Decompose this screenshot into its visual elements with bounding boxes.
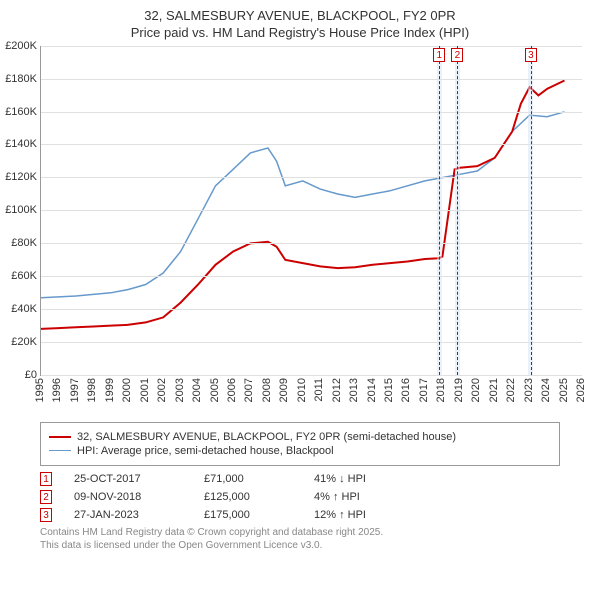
transaction-row: 2 09-NOV-2018£125,0004% ↑ HPI	[40, 490, 560, 504]
gridline-h	[41, 79, 582, 80]
tx-date: 09-NOV-2018	[74, 491, 204, 503]
gridline-h	[41, 46, 582, 47]
marker-line	[439, 46, 440, 375]
tx-delta: 41% ↓ HPI	[314, 473, 424, 485]
x-tick-label: 2020	[470, 378, 482, 402]
y-tick-label: £120K	[5, 171, 41, 183]
legend-swatch-property	[49, 436, 71, 438]
tx-date: 25-OCT-2017	[74, 473, 204, 485]
chart-container: 32, SALMESBURY AVENUE, BLACKPOOL, FY2 0P…	[0, 0, 600, 590]
x-tick-label: 1995	[34, 378, 46, 402]
x-tick-label: 2018	[435, 378, 447, 402]
marker-line	[531, 46, 532, 375]
x-tick-label: 2013	[348, 378, 360, 402]
legend-row-property: 32, SALMESBURY AVENUE, BLACKPOOL, FY2 0P…	[49, 431, 551, 443]
legend: 32, SALMESBURY AVENUE, BLACKPOOL, FY2 0P…	[40, 422, 560, 466]
plot-area: £0£20K£40K£60K£80K£100K£120K£140K£160K£1…	[40, 46, 582, 376]
tx-delta: 12% ↑ HPI	[314, 509, 424, 521]
title-line-1: 32, SALMESBURY AVENUE, BLACKPOOL, FY2 0P…	[10, 8, 590, 25]
x-tick-label: 2006	[226, 378, 238, 402]
tx-id-box: 1	[40, 472, 52, 486]
x-tick-label: 2010	[296, 378, 308, 402]
x-tick-label: 2016	[400, 378, 412, 402]
x-tick-label: 2019	[453, 378, 465, 402]
x-tick-label: 2023	[523, 378, 535, 402]
transaction-row: 1 25-OCT-2017£71,00041% ↓ HPI	[40, 472, 560, 486]
x-tick-label: 2008	[261, 378, 273, 402]
footer: Contains HM Land Registry data © Crown c…	[40, 526, 560, 552]
y-tick-label: £40K	[11, 303, 41, 315]
marker-id-box: 2	[451, 48, 463, 62]
tx-price: £175,000	[204, 509, 314, 521]
transaction-table: 1 25-OCT-2017£71,00041% ↓ HPI 2 09-NOV-2018…	[40, 472, 560, 522]
x-tick-label: 2026	[575, 378, 587, 402]
gridline-h	[41, 276, 582, 277]
y-tick-label: £60K	[11, 270, 41, 282]
x-tick-label: 1996	[51, 378, 63, 402]
y-tick-label: £160K	[5, 106, 41, 118]
x-tick-label: 2024	[540, 378, 552, 402]
gridline-h	[41, 210, 582, 211]
marker-line	[457, 46, 458, 375]
marker-id-box: 3	[525, 48, 537, 62]
x-tick-label: 2005	[209, 378, 221, 402]
gridline-h	[41, 309, 582, 310]
y-tick-label: £20K	[11, 336, 41, 348]
legend-label-hpi: HPI: Average price, semi-detached house,…	[77, 445, 334, 457]
title-block: 32, SALMESBURY AVENUE, BLACKPOOL, FY2 0P…	[0, 0, 600, 46]
title-line-2: Price paid vs. HM Land Registry's House …	[10, 25, 590, 42]
x-tick-label: 2012	[331, 378, 343, 402]
gridline-h	[41, 243, 582, 244]
x-tick-label: 2022	[505, 378, 517, 402]
gridline-h	[41, 177, 582, 178]
x-tick-label: 2011	[313, 378, 325, 402]
transaction-row: 3 27-JAN-2023£175,00012% ↑ HPI	[40, 508, 560, 522]
gridline-h	[41, 144, 582, 145]
x-tick-label: 2009	[278, 378, 290, 402]
x-tick-label: 2004	[191, 378, 203, 402]
x-tick-label: 2001	[139, 378, 151, 402]
y-tick-label: £80K	[11, 237, 41, 249]
x-tick-label: 2017	[418, 378, 430, 402]
line-hpi	[41, 112, 565, 298]
tx-price: £71,000	[204, 473, 314, 485]
tx-id-box: 3	[40, 508, 52, 522]
x-tick-label: 1999	[104, 378, 116, 402]
x-tick-label: 2002	[156, 378, 168, 402]
y-tick-label: £200K	[5, 40, 41, 52]
x-tick-label: 1997	[69, 378, 81, 402]
tx-date: 27-JAN-2023	[74, 509, 204, 521]
x-tick-label: 2025	[558, 378, 570, 402]
tx-price: £125,000	[204, 491, 314, 503]
tx-id-box: 2	[40, 490, 52, 504]
footer-line-1: Contains HM Land Registry data © Crown c…	[40, 526, 560, 539]
y-tick-label: £140K	[5, 138, 41, 150]
legend-label-property: 32, SALMESBURY AVENUE, BLACKPOOL, FY2 0P…	[77, 431, 456, 443]
x-tick-label: 2021	[488, 378, 500, 402]
x-axis: 1995199619971998199920002001200220032004…	[40, 376, 582, 416]
x-tick-label: 1998	[86, 378, 98, 402]
legend-swatch-hpi	[49, 450, 71, 451]
tx-delta: 4% ↑ HPI	[314, 491, 424, 503]
gridline-h	[41, 112, 582, 113]
x-tick-label: 2015	[383, 378, 395, 402]
x-tick-label: 2014	[366, 378, 378, 402]
gridline-h	[41, 342, 582, 343]
x-tick-label: 2007	[243, 378, 255, 402]
marker-id-box: 1	[433, 48, 445, 62]
x-tick-label: 2000	[121, 378, 133, 402]
legend-row-hpi: HPI: Average price, semi-detached house,…	[49, 445, 551, 457]
x-tick-label: 2003	[174, 378, 186, 402]
footer-line-2: This data is licensed under the Open Gov…	[40, 539, 560, 552]
y-tick-label: £100K	[5, 204, 41, 216]
y-tick-label: £180K	[5, 73, 41, 85]
